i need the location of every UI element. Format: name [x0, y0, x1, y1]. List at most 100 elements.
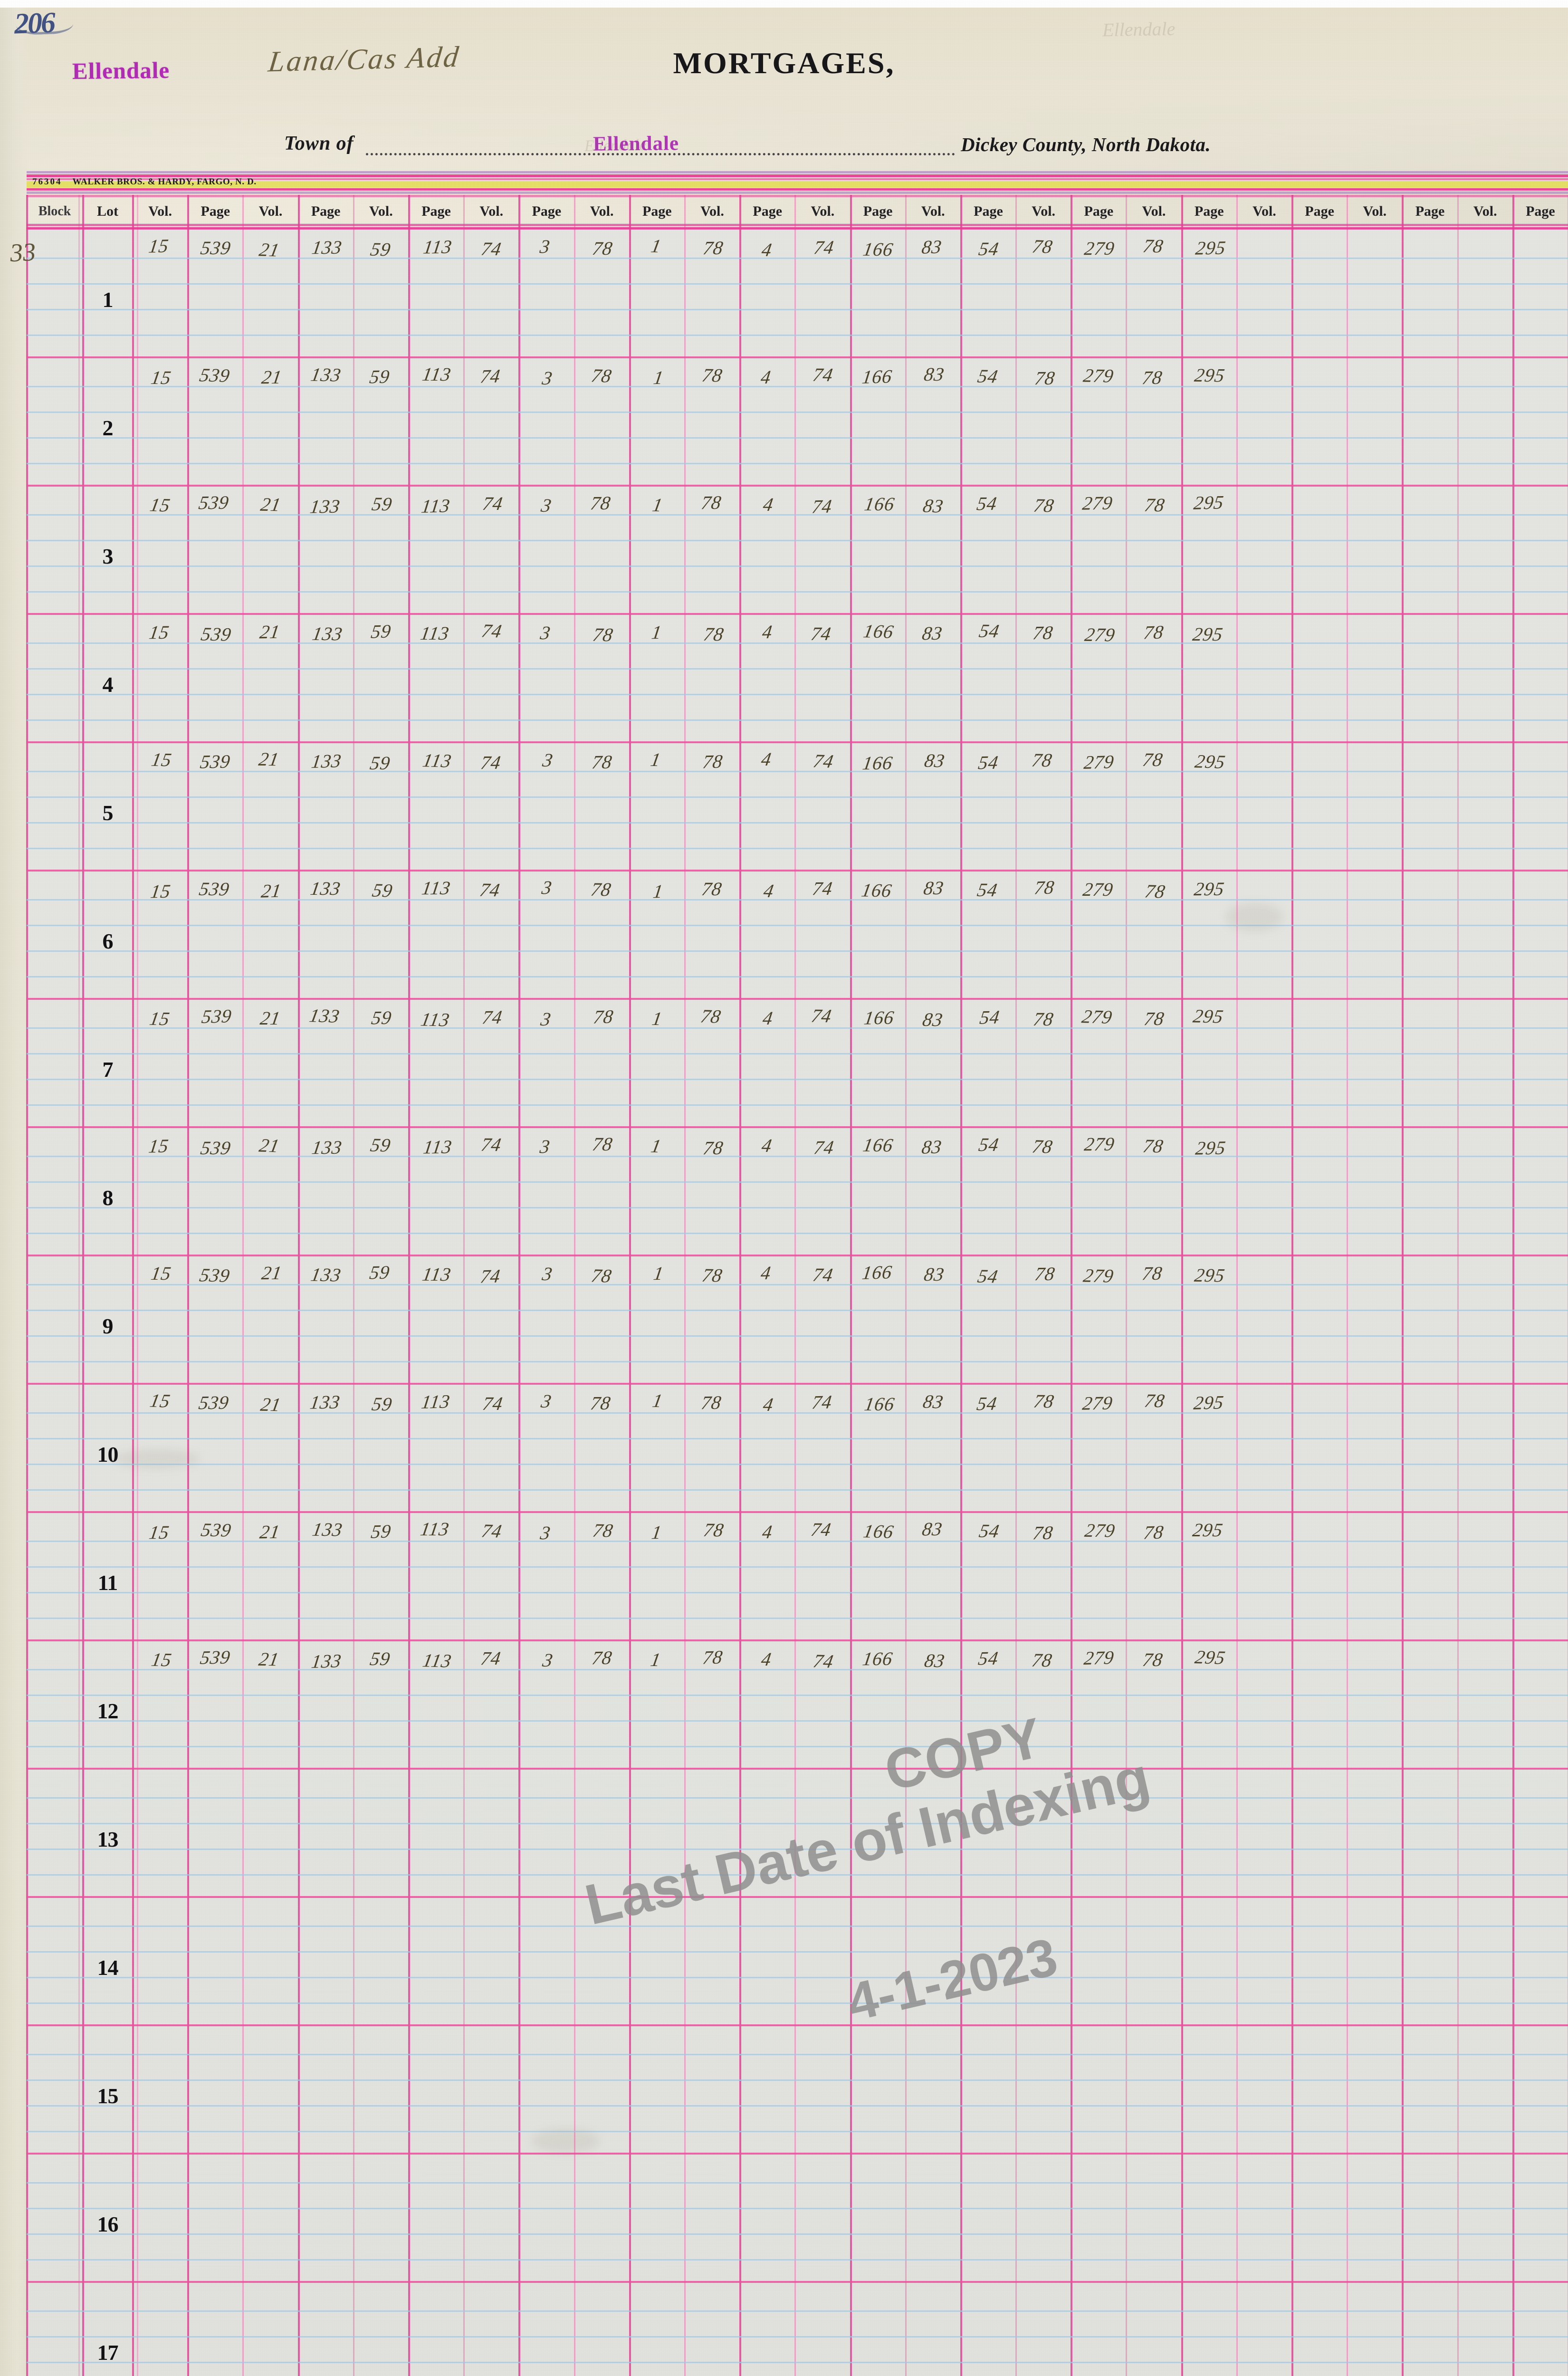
- column-header-vol: Vol.: [590, 203, 614, 219]
- ruled-line: [27, 1874, 1568, 1876]
- lot-band-divider: [27, 741, 1568, 743]
- ruled-line: [27, 2259, 1568, 2261]
- lot-number: 16: [97, 2212, 119, 2237]
- header-rule-band: [27, 171, 1568, 195]
- ruled-line: [27, 694, 1568, 695]
- ruled-line: [27, 1335, 1568, 1337]
- column-header-vol: Vol.: [1142, 203, 1166, 219]
- ruled-line: [27, 848, 1568, 849]
- lot-band-divider: [27, 356, 1568, 358]
- column-divider: [26, 195, 28, 2376]
- ruled-line: [27, 2079, 1568, 2081]
- lot-band-divider: [27, 1768, 1568, 1770]
- lot-band-divider: [27, 998, 1568, 1000]
- lot-band-divider: [27, 1126, 1568, 1128]
- ledger-table: Block Lot Vol. Page Vol. Page Vol. Page Vol. Page…: [9, 195, 1568, 2376]
- column-header-vol: Vol.: [1363, 203, 1387, 219]
- ruled-line: [27, 514, 1568, 516]
- column-divider: [408, 195, 410, 2376]
- ruled-line: [27, 2208, 1568, 2209]
- column-divider: [1181, 195, 1183, 2376]
- column-divider: [82, 195, 84, 2376]
- town-of-label: Town of: [284, 133, 354, 154]
- ruled-line: [27, 1027, 1568, 1029]
- printer-imprint-text: WALKER BROS. & HARDY, FARGO, N. D.: [72, 177, 257, 187]
- paper-smudge-1: [1226, 903, 1283, 931]
- column-header-page: Page: [974, 203, 1003, 219]
- paper-smudge-2: [114, 1449, 200, 1468]
- table-header-row: Block Lot Vol. Page Vol. Page Vol. Page Vol. Page…: [27, 195, 1568, 228]
- column-header-vol: Vol.: [258, 203, 283, 219]
- lot-number: 14: [97, 1955, 119, 1980]
- column-divider: [1015, 195, 1017, 2376]
- lot-band-divider: [27, 2024, 1568, 2026]
- column-header-page: Page: [1084, 203, 1114, 219]
- ruled-line: [27, 1053, 1568, 1054]
- header-rule-stripe: [27, 178, 1568, 180]
- column-header-vol: Vol.: [479, 203, 504, 219]
- ruled-line: [27, 1926, 1568, 1927]
- header-rule-stripe: [27, 181, 1568, 188]
- ruled-line: [27, 1797, 1568, 1799]
- ruled-line: [27, 1695, 1568, 1696]
- ruled-line: [27, 1104, 1568, 1106]
- lot-number: 13: [97, 1827, 119, 1852]
- column-header-page: Page: [753, 203, 783, 219]
- printer-imprint-number: 76304: [32, 177, 62, 187]
- lot-number: 2: [102, 416, 114, 441]
- column-divider: [850, 195, 852, 2376]
- header-rule-stripe: [27, 192, 1568, 194]
- ruled-line: [27, 386, 1568, 387]
- ruled-line: [27, 1079, 1568, 1080]
- column-divider: [1402, 195, 1404, 2376]
- column-divider: [960, 195, 962, 2376]
- column-divider: [739, 195, 742, 2376]
- column-header-vol: Vol.: [921, 203, 945, 219]
- column-header-vol: Vol.: [1252, 203, 1276, 219]
- column-header-page: Page: [421, 203, 451, 219]
- lot-number: 9: [102, 1314, 114, 1339]
- ruled-line: [27, 1746, 1568, 1747]
- column-header-vol: Vol.: [369, 203, 393, 219]
- lot-number: 5: [102, 801, 114, 825]
- header-rule-stripe: [27, 188, 1568, 191]
- column-header-page: Page: [863, 203, 893, 219]
- paper-left-edge: [0, 0, 29, 2376]
- ruled-line: [27, 2362, 1568, 2363]
- ruled-line: [27, 540, 1568, 541]
- paper-body-tone: [29, 223, 1568, 2376]
- ruled-line: [27, 1412, 1568, 1414]
- ruled-line: [27, 1156, 1568, 1157]
- column-header-block: Block: [38, 204, 71, 219]
- ruled-line: [27, 822, 1568, 824]
- ruled-line: [27, 1464, 1568, 1465]
- column-divider: [1126, 195, 1128, 2376]
- column-header-page: Page: [1526, 203, 1555, 219]
- column-divider: [187, 195, 190, 2376]
- ruled-line: [27, 2131, 1568, 2132]
- column-header-page: Page: [201, 203, 230, 219]
- paper-smudge-3: [532, 2129, 599, 2153]
- column-divider: [574, 195, 575, 2376]
- ruled-line: [27, 976, 1568, 977]
- column-divider: [1457, 195, 1459, 2376]
- lot-number: 12: [97, 1699, 119, 1724]
- ruled-line: [27, 2233, 1568, 2235]
- paper-top-tone: [0, 0, 1568, 200]
- column-header-vol: Vol.: [148, 203, 172, 219]
- column-header-vol: Vol.: [811, 203, 835, 219]
- ruled-line: [27, 1310, 1568, 1311]
- column-header-page: Page: [1194, 203, 1224, 219]
- column-divider-accent: [137, 195, 138, 2376]
- ruled-line: [27, 1233, 1568, 1234]
- lot-band-divider: [27, 1255, 1568, 1256]
- ruled-line: [27, 2182, 1568, 2184]
- column-divider: [463, 195, 465, 2376]
- lot-number: 7: [102, 1057, 114, 1082]
- ruled-line: [27, 1489, 1568, 1491]
- column-divider: [1512, 195, 1514, 2376]
- ruled-line: [27, 719, 1568, 721]
- header-bottom-rule: [27, 224, 1568, 226]
- lot-number: 15: [97, 2084, 119, 2108]
